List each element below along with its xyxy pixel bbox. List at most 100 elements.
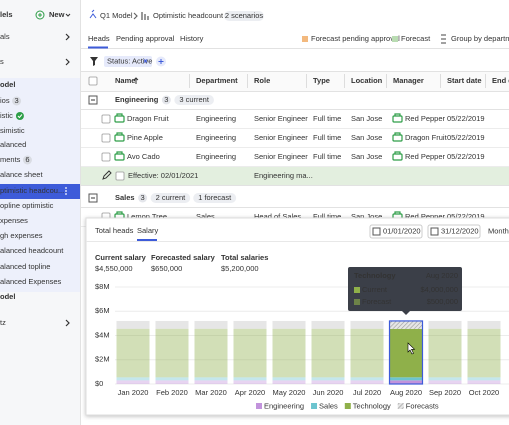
bar-segment[interactable] — [428, 377, 462, 381]
cell: San Jose — [351, 114, 382, 123]
sidebar-item[interactable]: alanced Expenses — [0, 277, 62, 286]
sidebar-item[interactable]: ptimistic headcou... — [0, 186, 64, 195]
bar-segment[interactable] — [467, 377, 501, 381]
sidebar-item[interactable]: tz — [0, 318, 6, 327]
sidebar-item[interactable]: s — [0, 57, 4, 66]
bar-segment[interactable] — [311, 320, 345, 329]
employee-link[interactable]: Avo Cado — [127, 152, 160, 161]
column-header[interactable]: End d — [492, 76, 509, 85]
bar-segment[interactable] — [272, 380, 306, 384]
bar-segment[interactable] — [116, 380, 150, 384]
bar-segment[interactable] — [389, 380, 423, 384]
filter-chip[interactable] — [104, 56, 152, 67]
employee-icon — [114, 134, 125, 142]
sidebar-item[interactable]: alance sheet — [0, 170, 43, 179]
sidebar-item[interactable]: gh expenses — [0, 231, 43, 240]
popup-tab[interactable]: Total heads — [95, 226, 134, 235]
employee-icon — [394, 151, 401, 154]
sidebar-item[interactable]: odel — [0, 80, 15, 89]
sidebar-item[interactable]: alanced — [0, 140, 26, 149]
bar-segment[interactable] — [389, 320, 423, 329]
date-input[interactable] — [427, 224, 481, 239]
column-header[interactable]: Location — [351, 76, 383, 85]
employee-link[interactable]: Dragon Fruit — [127, 114, 170, 123]
employee-link[interactable]: Red Pepper — [405, 114, 446, 123]
bar-segment[interactable] — [194, 328, 228, 378]
bar-segment[interactable] — [233, 380, 267, 384]
cell: Full time — [313, 133, 341, 142]
column-header[interactable]: Manager — [393, 76, 424, 85]
bar-segment[interactable] — [350, 377, 384, 381]
employee-link[interactable]: Pine Apple — [127, 133, 163, 142]
bar-segment[interactable] — [155, 380, 189, 384]
bar-segment[interactable] — [311, 328, 345, 378]
group-by[interactable]: Group by departme — [451, 34, 509, 43]
date-input[interactable] — [369, 224, 423, 239]
bar-segment[interactable] — [389, 377, 423, 381]
column-header[interactable]: Type — [313, 76, 330, 85]
bar-segment[interactable] — [155, 328, 189, 378]
checkbox[interactable] — [115, 171, 125, 181]
bar-segment[interactable] — [428, 328, 462, 378]
sidebar-item[interactable]: ios — [0, 96, 10, 105]
bar-segment[interactable] — [350, 328, 384, 378]
bar-highlight — [388, 320, 424, 385]
bar-segment[interactable] — [194, 377, 228, 381]
period-select[interactable]: Month — [488, 226, 509, 235]
checkbox[interactable] — [101, 114, 111, 124]
bar-segment[interactable] — [233, 320, 267, 329]
checkbox[interactable] — [101, 152, 111, 162]
sidebar-item[interactable]: als — [0, 32, 10, 41]
sidebar-item[interactable]: istic — [0, 111, 13, 120]
sidebar-item[interactable]: odel — [0, 292, 15, 301]
new-button[interactable]: New — [49, 10, 65, 19]
x-tick-label: Jun 2020 — [313, 388, 344, 397]
bar-segment[interactable] — [428, 320, 462, 329]
employee-link[interactable]: Dragon Fruit — [405, 133, 448, 142]
bar-segment[interactable] — [272, 328, 306, 378]
bar-segment[interactable] — [467, 320, 501, 329]
legend-swatch — [397, 403, 404, 409]
popup-tab[interactable]: Salary — [137, 226, 159, 235]
bar-segment[interactable] — [233, 328, 267, 378]
bar-segment[interactable] — [311, 377, 345, 381]
bar-segment[interactable] — [155, 320, 189, 329]
bar-segment[interactable] — [272, 377, 306, 381]
bar-segment[interactable] — [116, 377, 150, 381]
bar-segment[interactable] — [311, 380, 345, 384]
new-icon[interactable] — [35, 10, 45, 20]
sidebar-item[interactable]: simistic — [0, 126, 25, 135]
column-header[interactable]: Start date — [447, 76, 482, 85]
bar-segment[interactable] — [116, 320, 150, 329]
column-header[interactable]: Role — [254, 76, 270, 85]
bar-segment[interactable] — [233, 377, 267, 381]
sidebar-item[interactable]: opline optimistic — [0, 201, 54, 210]
tab[interactable]: Heads — [88, 34, 110, 43]
bar-segment[interactable] — [350, 380, 384, 384]
column-header[interactable]: Name — [115, 76, 135, 85]
employee-link[interactable]: Red Pepper — [405, 212, 446, 221]
bar-segment[interactable] — [350, 320, 384, 329]
bar-segment[interactable] — [155, 377, 189, 381]
bar-segment[interactable] — [272, 320, 306, 329]
bar-segment[interactable] — [467, 328, 501, 378]
tab[interactable]: Pending approval — [116, 34, 175, 43]
select-all[interactable] — [88, 76, 98, 86]
bar-segment[interactable] — [428, 380, 462, 384]
sidebar-item[interactable]: ments — [0, 155, 21, 164]
bar-segment[interactable] — [194, 380, 228, 384]
bar-segment[interactable] — [116, 328, 150, 378]
employee-link[interactable]: Red Pepper — [405, 152, 446, 161]
breadcrumb-model[interactable]: Q1 Model — [100, 11, 133, 20]
employee-link[interactable]: Lemon Tree — [127, 212, 167, 221]
bar-segment[interactable] — [389, 328, 423, 378]
badge — [193, 193, 237, 203]
bar-segment[interactable] — [467, 380, 501, 384]
sidebar-item[interactable]: alanced headcount — [0, 246, 64, 255]
checkbox[interactable] — [101, 133, 111, 143]
column-header[interactable]: Department — [196, 76, 238, 85]
tab[interactable]: History — [180, 34, 204, 43]
bar-segment[interactable] — [194, 320, 228, 329]
sidebar-item[interactable]: xpenses — [0, 216, 28, 225]
sidebar-item[interactable]: alanced topline — [0, 262, 50, 271]
